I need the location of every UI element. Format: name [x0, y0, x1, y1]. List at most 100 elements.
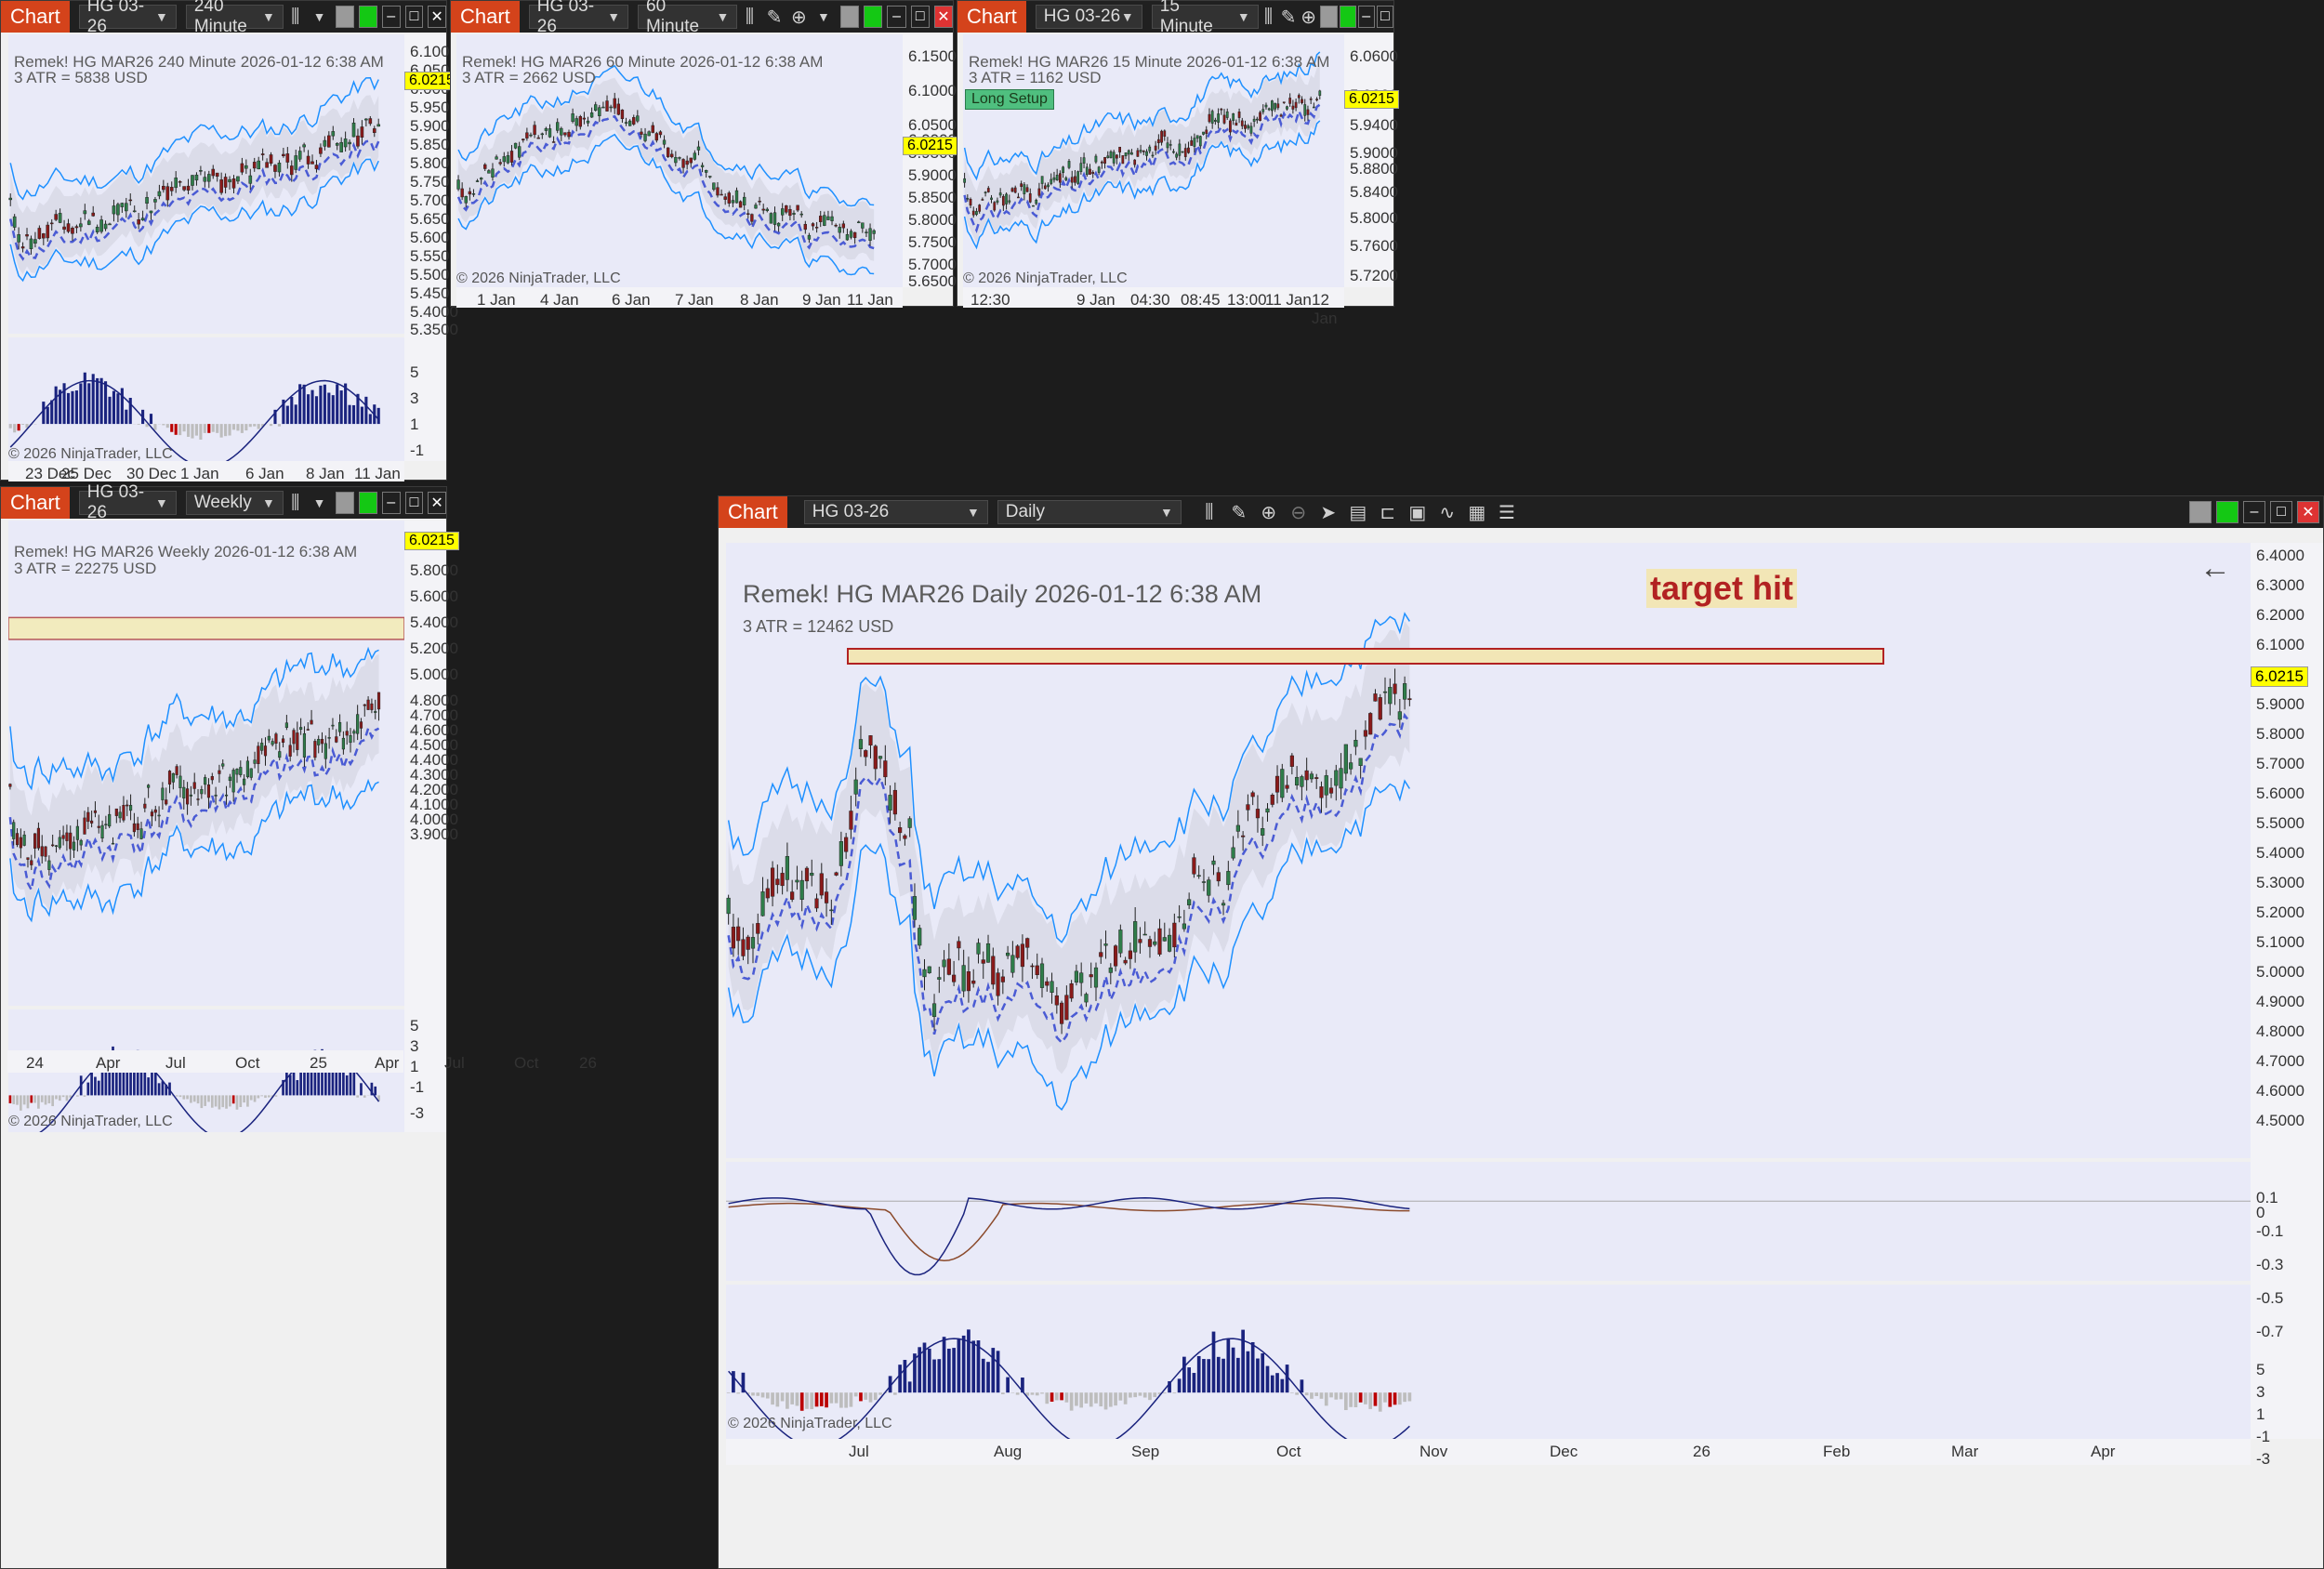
close-icon[interactable]: ✕ — [933, 6, 954, 28]
y-tick: 4.7000 — [410, 706, 458, 724]
price-plot[interactable]: Remek! HG MAR26 240 Minute 2026-01-12 6:… — [8, 34, 404, 334]
close-icon[interactable]: ✕ — [428, 6, 446, 28]
chart-menu-button[interactable]: Chart — [451, 1, 520, 33]
close-icon[interactable]: ✕ — [428, 492, 446, 514]
drawing-tool-icon[interactable]: ✎ — [1231, 502, 1248, 523]
drawing-tool-icon[interactable]: ✎ — [1280, 7, 1297, 28]
indicator-plot[interactable]: © 2026 NinjaTrader, LLC — [8, 337, 404, 462]
back-arrow-icon[interactable]: ← — [2199, 550, 2231, 586]
candle-body — [761, 208, 765, 211]
instrument-selector[interactable]: HG 03-26 ▼ — [1035, 5, 1142, 29]
bar-type-icon[interactable]: ⫼ — [745, 6, 755, 27]
link-green-button[interactable] — [359, 6, 377, 28]
link-color-button[interactable] — [2189, 501, 2212, 523]
price-axis[interactable]: 6.1000 6.0500 6.0000 5.9500 5.9000 5.850… — [404, 34, 458, 461]
cursor-pointer-icon[interactable]: ➤ — [1320, 502, 1337, 523]
maximize-icon[interactable]: □ — [2270, 501, 2292, 523]
candle-body — [491, 168, 495, 178]
histogram-bar — [116, 393, 120, 425]
link-green-button[interactable] — [2216, 501, 2238, 523]
interval-selector[interactable]: Weekly ▼ — [185, 491, 284, 515]
ind-tick: 1 — [2256, 1405, 2265, 1423]
candle-body — [1318, 90, 1322, 96]
candle-body — [1147, 939, 1153, 947]
histogram-bar — [55, 1095, 58, 1100]
interval-selector[interactable]: Daily ▼ — [997, 500, 1182, 524]
candle-body — [990, 197, 993, 200]
instrument-selector[interactable]: HG 03-26 ▼ — [78, 0, 177, 36]
minimize-icon[interactable]: – — [887, 6, 906, 28]
data-box-icon[interactable]: ▤ — [1349, 502, 1367, 523]
price-axis[interactable]: 6.0600 5.9800 5.9400 5.9000 5.8800 5.840… — [1344, 34, 1398, 287]
current-price-badge: 6.0215 — [404, 72, 459, 90]
more-dropdown-icon[interactable]: ▼ — [312, 9, 326, 24]
macd-tick: 0 — [2256, 1204, 2265, 1221]
zoom-out-icon[interactable]: ⊖ — [1290, 502, 1307, 523]
instrument-selector[interactable]: HG 03-26 ▼ — [803, 500, 988, 524]
maximize-icon[interactable]: □ — [404, 6, 424, 28]
bar-type-icon[interactable]: ⫼ — [291, 492, 300, 513]
minimize-icon[interactable]: – — [381, 6, 401, 28]
more-dropdown-icon[interactable]: ▼ — [312, 495, 326, 510]
link-green-button[interactable] — [359, 492, 377, 514]
time-axis[interactable]: 1 Jan 4 Jan 6 Jan 7 Jan 8 Jan 9 Jan 11 J… — [456, 287, 903, 309]
link-green-button[interactable] — [1339, 6, 1356, 28]
time-axis[interactable]: Jul Aug Sep Oct Nov Dec 26 Feb Mar Apr — [726, 1439, 2251, 1465]
bar-type-icon[interactable]: ⫼ — [291, 6, 300, 27]
candle-body — [1015, 945, 1020, 958]
zoom-in-icon[interactable]: ⊕ — [1261, 502, 1277, 523]
price-plot[interactable]: Remek! HG MAR26 Daily 2026-01-12 6:38 AM… — [726, 543, 2251, 1158]
interval-selector[interactable]: 60 Minute ▼ — [638, 0, 738, 36]
instrument-selector[interactable]: HG 03-26 ▼ — [78, 482, 177, 522]
chart-trader-icon[interactable]: ⊏ — [1380, 502, 1396, 523]
indicator-plot[interactable]: © 2026 NinjaTrader, LLC — [726, 1285, 2251, 1439]
link-green-button[interactable] — [864, 6, 883, 28]
strategies-icon[interactable]: ∿ — [1439, 502, 1456, 523]
chart-menu-button[interactable]: Chart — [719, 496, 787, 528]
histogram-bar — [360, 406, 363, 425]
link-color-button[interactable] — [840, 6, 860, 28]
snapshot-icon[interactable]: ▣ — [1408, 502, 1427, 523]
instrument-selector[interactable]: HG 03-26 ▼ — [528, 0, 629, 36]
close-icon[interactable]: ✕ — [2297, 501, 2319, 523]
time-axis[interactable]: 12:30 9 Jan 04:30 08:45 13:00 11 Jan 12 … — [963, 287, 1344, 327]
minimize-icon[interactable]: – — [2243, 501, 2265, 523]
macd-plot[interactable] — [726, 1162, 2251, 1281]
time-axis[interactable]: 23 Dec 25 Dec 30 Dec 1 Jan 6 Jan 8 Jan 1… — [8, 461, 404, 482]
minimize-icon[interactable]: – — [1357, 6, 1375, 28]
interval-selector[interactable]: 15 Minute ▼ — [1151, 0, 1259, 36]
link-color-button[interactable] — [336, 6, 355, 28]
link-color-button[interactable] — [1320, 6, 1338, 28]
time-axis[interactable]: 24 Apr Jul Oct 25 Apr Jul Oct 26 — [7, 1050, 597, 1073]
chart-menu-button[interactable]: Chart — [957, 1, 1026, 33]
y-tick: 5.7000 — [2256, 755, 2304, 772]
candle-body — [1240, 120, 1244, 126]
price-axis[interactable]: 6.4000 6.3000 6.2000 6.1000 5.9000 5.800… — [2251, 543, 2323, 1468]
maximize-icon[interactable]: □ — [910, 6, 930, 28]
price-axis[interactable]: 6.1500 6.1000 6.0500 6.0000 5.9500 5.900… — [903, 34, 957, 290]
indicators-icon[interactable]: ☰ — [1498, 502, 1515, 523]
x-tick: Jul — [444, 1054, 465, 1072]
interval-selector[interactable]: 240 Minute ▼ — [185, 0, 284, 36]
bar-type-icon[interactable]: ⫼ — [1205, 501, 1214, 522]
drawing-tool-icon[interactable]: ✎ — [766, 7, 783, 28]
maximize-icon[interactable]: □ — [404, 492, 424, 514]
price-plot[interactable]: Remek! HG MAR26 15 Minute 2026-01-12 6:3… — [963, 34, 1344, 287]
envelope-line — [727, 779, 1410, 1111]
more-dropdown-icon[interactable]: ▼ — [816, 9, 830, 24]
minimize-icon[interactable]: – — [381, 492, 401, 514]
zoom-in-icon[interactable]: ⊕ — [1301, 7, 1316, 28]
y-tick: 4.8000 — [410, 692, 458, 709]
price-axis[interactable]: 5.8000 5.6000 5.4000 5.2000 5.0000 4.800… — [404, 521, 458, 1132]
chart-menu-button[interactable]: Chart — [1, 1, 70, 33]
price-plot[interactable]: Remek! HG MAR26 60 Minute 2026-01-12 6:3… — [456, 34, 903, 287]
bar-type-icon[interactable]: ⫼ — [1263, 6, 1274, 27]
x-tick: Oct — [1276, 1443, 1301, 1460]
chart-menu-button[interactable]: Chart — [1, 487, 70, 519]
maximize-icon[interactable]: □ — [1376, 6, 1393, 28]
zoom-in-icon[interactable]: ⊕ — [791, 7, 807, 28]
histogram-bar — [1275, 1373, 1279, 1393]
properties-icon[interactable]: ▦ — [1468, 502, 1486, 523]
link-color-button[interactable] — [336, 492, 355, 514]
price-plot[interactable]: Remek! HG MAR26 Weekly 2026-01-12 6:38 A… — [8, 521, 404, 1006]
